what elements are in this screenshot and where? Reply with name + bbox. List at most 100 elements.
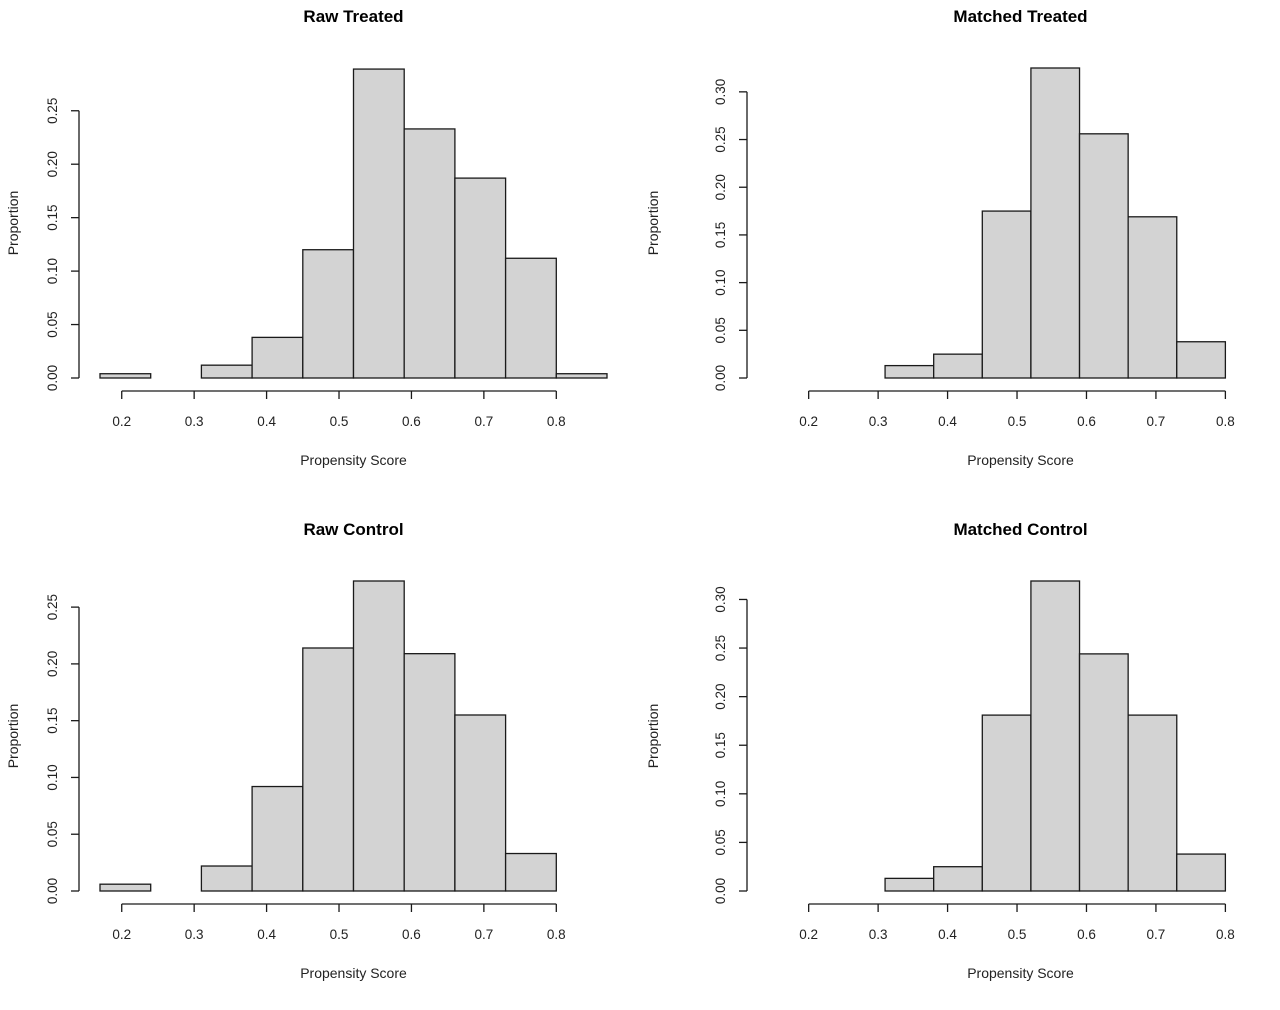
x-tick-label: 0.4 (938, 927, 957, 942)
histogram-bar (403, 128, 456, 379)
histogram-bar (99, 373, 152, 379)
histogram-bar (1030, 67, 1081, 379)
y-axis: 0.00 0.05 0.10 0.15 0.20 0.25 0.30 (713, 586, 748, 904)
y-tick-label: 0.10 (713, 781, 728, 807)
y-tick-label: 0.10 (45, 764, 60, 790)
bars (99, 580, 557, 892)
x-tick-label: 0.8 (1216, 414, 1235, 429)
y-tick-label: 0.00 (45, 878, 60, 904)
chart-matched-treated: Matched Treated Propensity Score Proport… (645, 7, 1235, 468)
y-tick-label: 0.20 (713, 174, 728, 200)
y-tick-label: 0.00 (45, 365, 60, 391)
y-tick-label: 0.05 (713, 317, 728, 343)
x-tick-label: 0.5 (1008, 927, 1027, 942)
histogram-bar (251, 785, 304, 892)
histogram-bar (200, 865, 253, 892)
histogram-bar (99, 883, 152, 892)
chart-raw-treated: Raw Treated Propensity Score Proportion … (5, 7, 608, 468)
y-axis-label: Proportion (645, 191, 661, 256)
x-tick-label: 0.2 (112, 414, 131, 429)
y-axis: 0.00 0.05 0.10 0.15 0.20 0.25 (45, 98, 80, 391)
x-axis: 0.2 0.3 0.4 0.5 0.6 0.7 0.8 (799, 390, 1235, 429)
y-tick-label: 0.10 (713, 269, 728, 295)
histogram-bar (555, 373, 608, 379)
y-tick-label: 0.00 (713, 878, 728, 904)
y-tick-label: 0.25 (713, 635, 728, 661)
x-tick-label: 0.4 (257, 414, 276, 429)
histogram-bar (981, 714, 1032, 892)
histogram-bar (933, 866, 983, 892)
x-axis-label: Propensity Score (300, 965, 407, 981)
x-tick-label: 0.6 (402, 927, 421, 942)
panel-matched-treated: Matched Treated Propensity Score Proport… (640, 0, 1280, 497)
chart-raw-control: Raw Control Propensity Score Proportion … (5, 520, 566, 981)
x-tick-label: 0.8 (547, 927, 566, 942)
y-tick-label: 0.20 (45, 651, 60, 677)
histogram-bar (504, 257, 557, 379)
x-tick-label: 0.2 (799, 414, 818, 429)
histogram-bar (884, 364, 935, 379)
x-tick-label: 0.3 (185, 414, 204, 429)
x-tick-label: 0.3 (185, 927, 204, 942)
histogram-bar (352, 580, 405, 892)
x-axis-label: Propensity Score (300, 452, 407, 468)
x-axis-label: Propensity Score (967, 452, 1074, 468)
x-tick-label: 0.7 (474, 414, 493, 429)
bars (884, 580, 1227, 892)
y-tick-label: 0.25 (45, 98, 60, 124)
x-tick-label: 0.8 (1216, 927, 1235, 942)
panel-raw-control: Raw Control Propensity Score Proportion … (0, 513, 640, 1010)
y-tick-label: 0.30 (713, 79, 728, 105)
x-tick-label: 0.7 (474, 927, 493, 942)
y-tick-label: 0.15 (713, 222, 728, 248)
histogram-bar (200, 364, 253, 379)
histogram-bar (981, 210, 1032, 379)
y-tick-label: 0.25 (713, 126, 728, 152)
histogram-bar (454, 714, 507, 892)
x-tick-label: 0.4 (938, 414, 957, 429)
histogram-bar (1078, 133, 1129, 379)
chart-title: Matched Control (953, 520, 1087, 539)
y-tick-label: 0.15 (45, 708, 60, 734)
y-tick-label: 0.05 (713, 829, 728, 855)
x-tick-label: 0.5 (330, 927, 349, 942)
y-tick-label: 0.30 (713, 586, 728, 612)
histogram-bar (1127, 216, 1178, 379)
histogram-bar (933, 353, 983, 379)
panel-matched-control: Matched Control Propensity Score Proport… (640, 513, 1280, 1010)
y-axis-label: Proportion (645, 704, 661, 769)
histogram-bar (302, 249, 355, 379)
x-tick-label: 0.5 (1008, 414, 1027, 429)
bars (99, 68, 608, 379)
chart-title: Raw Treated (303, 7, 403, 26)
x-tick-label: 0.4 (257, 927, 276, 942)
x-axis-label: Propensity Score (967, 965, 1074, 981)
histogram-bar (1030, 580, 1081, 892)
x-axis: 0.2 0.3 0.4 0.5 0.6 0.7 0.8 (112, 390, 566, 429)
x-tick-label: 0.6 (1077, 414, 1096, 429)
y-tick-label: 0.20 (45, 151, 60, 177)
chart-title: Raw Control (303, 520, 403, 539)
histogram-bar (251, 336, 304, 379)
histogram-bar (302, 647, 355, 892)
y-tick-label: 0.15 (713, 732, 728, 758)
x-tick-label: 0.6 (402, 414, 421, 429)
y-tick-label: 0.10 (45, 258, 60, 284)
histogram-bar (504, 852, 557, 892)
histogram-bar (1176, 853, 1227, 892)
chart-title: Matched Treated (953, 7, 1087, 26)
bars (884, 67, 1227, 379)
histogram-bar (352, 68, 405, 379)
x-axis: 0.2 0.3 0.4 0.5 0.6 0.7 0.8 (799, 903, 1235, 942)
y-axis-label: Proportion (5, 704, 21, 769)
x-tick-label: 0.7 (1147, 927, 1166, 942)
histogram-bar (884, 877, 935, 892)
x-tick-label: 0.3 (869, 927, 888, 942)
histogram-bar (454, 177, 507, 379)
y-axis: 0.00 0.05 0.10 0.15 0.20 0.25 (45, 594, 80, 904)
y-tick-label: 0.15 (45, 205, 60, 231)
x-axis: 0.2 0.3 0.4 0.5 0.6 0.7 0.8 (112, 903, 566, 942)
y-axis: 0.00 0.05 0.10 0.15 0.20 0.25 0.30 (713, 79, 748, 391)
x-tick-label: 0.3 (869, 414, 888, 429)
